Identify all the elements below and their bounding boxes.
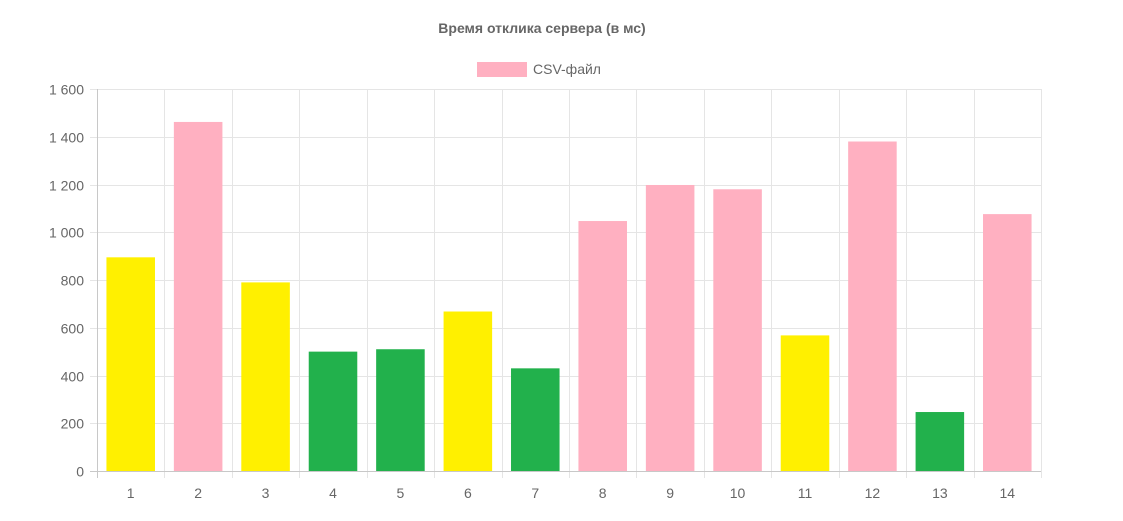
x-tick-label: 3 (262, 485, 270, 501)
bar-2[interactable] (173, 121, 223, 471)
y-tick-label: 200 (61, 416, 85, 432)
bar-3[interactable] (241, 282, 290, 471)
y-tick-label: 1 600 (49, 82, 84, 98)
y-axis-tick-labels: 0 200 400 600 800 1 000 1 200 1 400 1 600 (49, 82, 84, 480)
grid-lines (90, 89, 1042, 478)
x-tick-label: 12 (865, 485, 881, 501)
x-tick-label: 13 (932, 485, 948, 501)
y-tick-label: 600 (61, 321, 85, 337)
legend[interactable]: CSV-файл (477, 61, 601, 77)
y-tick-label: 1 000 (49, 225, 84, 241)
y-tick-label: 400 (61, 369, 85, 385)
x-tick-label: 14 (1000, 485, 1016, 501)
x-tick-label: 1 (127, 485, 135, 501)
x-tick-label: 10 (730, 485, 746, 501)
y-tick-label: 1 400 (49, 130, 84, 146)
axes (90, 89, 1041, 478)
x-axis-tick-labels: 1 2 3 4 5 6 7 8 9 10 11 12 13 14 (127, 485, 1015, 501)
bar-10[interactable] (713, 189, 762, 471)
bar-12[interactable] (848, 141, 897, 471)
bar-5[interactable] (376, 349, 425, 471)
bar-4[interactable] (308, 351, 358, 472)
legend-label: CSV-файл (533, 61, 601, 77)
x-tick-label: 7 (531, 485, 539, 501)
y-tick-label: 0 (76, 464, 84, 480)
bar-1[interactable] (106, 257, 155, 471)
bar-8[interactable] (578, 221, 627, 471)
y-tick-label: 800 (61, 273, 85, 289)
bar-11[interactable] (780, 335, 830, 471)
x-tick-label: 4 (329, 485, 337, 501)
bars (106, 121, 1032, 472)
x-tick-label: 2 (194, 485, 202, 501)
x-tick-label: 6 (464, 485, 472, 501)
x-tick-label: 11 (798, 485, 813, 501)
chart-title: Время отклика сервера (в мс) (438, 20, 645, 36)
bar-9[interactable] (645, 184, 695, 472)
y-tick-label: 1 200 (49, 178, 84, 194)
bar-6[interactable] (443, 311, 493, 471)
x-tick-label: 9 (666, 485, 674, 501)
x-tick-label: 8 (599, 485, 607, 501)
legend-swatch (477, 62, 527, 77)
bar-13[interactable] (915, 412, 965, 471)
bar-7[interactable] (511, 368, 560, 471)
bar-14[interactable] (983, 214, 1032, 472)
x-tick-label: 5 (397, 485, 405, 501)
